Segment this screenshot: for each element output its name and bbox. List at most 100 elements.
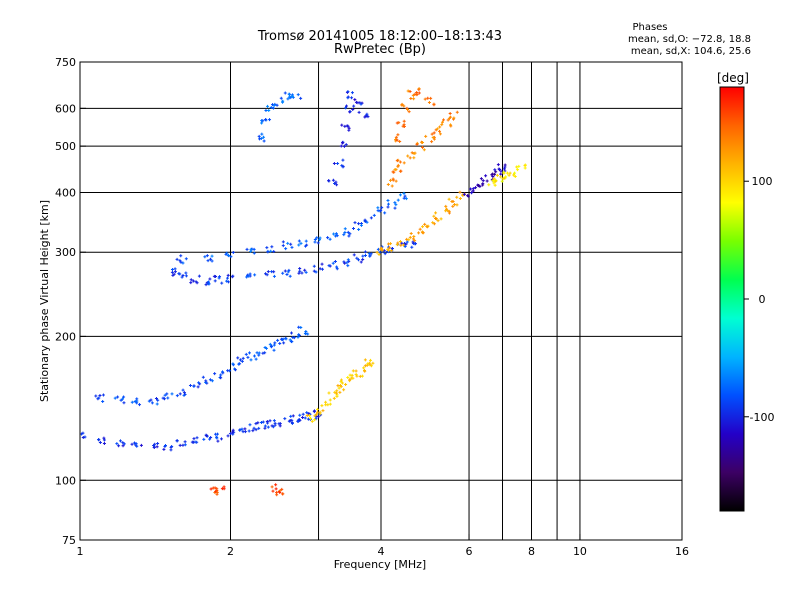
data-point <box>380 206 384 210</box>
data-point <box>313 418 317 422</box>
data-point <box>133 399 137 403</box>
data-point <box>201 375 205 379</box>
data-point <box>118 439 122 443</box>
data-point <box>298 266 302 270</box>
data-point <box>410 151 414 155</box>
data-point <box>260 121 264 125</box>
data-point <box>290 245 294 249</box>
data-point <box>343 231 347 235</box>
data-point <box>210 379 214 383</box>
data-point <box>334 180 338 184</box>
data-point <box>231 251 235 255</box>
data-point <box>249 358 253 362</box>
data-point <box>346 264 350 268</box>
data-point <box>264 346 268 350</box>
data-point <box>344 106 348 110</box>
trace-vert-orange-4 <box>394 87 436 143</box>
data-point <box>409 232 413 236</box>
data-point <box>75 437 78 440</box>
data-point <box>328 398 332 402</box>
data-point <box>492 177 496 181</box>
data-point <box>434 211 438 215</box>
data-point <box>363 253 367 257</box>
data-point <box>215 490 219 494</box>
data-point <box>289 339 293 343</box>
data-point <box>264 109 268 113</box>
data-point <box>332 232 336 236</box>
data-point <box>469 187 473 191</box>
data-point <box>346 376 350 380</box>
data-point <box>354 369 358 373</box>
data-point <box>314 412 318 416</box>
data-point <box>342 144 346 148</box>
data-point <box>155 445 159 449</box>
data-point <box>359 102 363 106</box>
data-point <box>357 227 361 231</box>
data-point <box>402 196 406 200</box>
data-point <box>272 274 276 278</box>
data-point <box>304 239 308 243</box>
data-point <box>130 400 134 404</box>
data-point <box>400 103 404 107</box>
data-point <box>286 270 290 274</box>
data-point <box>272 419 276 423</box>
data-point <box>202 437 206 441</box>
data-point <box>265 246 269 250</box>
data-point <box>432 137 436 141</box>
data-point <box>413 239 417 243</box>
data-point <box>178 259 182 263</box>
colorbar-tick-label: 0 <box>759 293 766 306</box>
data-point <box>257 351 261 355</box>
data-point <box>365 112 369 116</box>
data-point <box>507 173 511 177</box>
data-point <box>272 348 276 352</box>
data-point <box>403 194 407 198</box>
data-point <box>444 209 448 213</box>
data-point <box>272 250 276 254</box>
data-point <box>286 241 290 245</box>
data-point <box>210 259 214 263</box>
data-point <box>432 131 436 135</box>
data-point <box>404 242 408 246</box>
data-point <box>446 118 450 122</box>
data-point <box>424 134 428 138</box>
trace-o-trace-band <box>94 325 310 407</box>
data-point <box>408 235 412 239</box>
data-point <box>184 257 188 261</box>
data-point <box>303 268 307 272</box>
data-point <box>499 175 503 179</box>
data-point <box>399 243 403 247</box>
data-point <box>210 254 214 258</box>
data-point <box>261 351 265 355</box>
data-point <box>212 274 216 278</box>
data-point <box>217 276 221 280</box>
data-point <box>271 106 275 110</box>
data-point <box>398 169 402 173</box>
data-point <box>396 165 400 169</box>
data-point <box>376 206 380 210</box>
data-point <box>296 335 300 339</box>
data-point <box>257 134 261 138</box>
data-point <box>491 174 495 178</box>
data-point <box>495 173 499 177</box>
data-point <box>378 250 382 254</box>
data-point <box>402 161 406 165</box>
data-point <box>350 91 354 95</box>
data-point <box>226 369 230 373</box>
data-point <box>393 168 397 172</box>
data-point <box>184 271 188 275</box>
data-point <box>264 118 268 122</box>
data-point <box>247 351 251 355</box>
data-point <box>101 393 105 397</box>
data-point <box>352 104 356 108</box>
data-point <box>447 197 451 201</box>
data-point <box>452 116 456 120</box>
data-point <box>215 432 219 436</box>
data-point <box>347 128 351 132</box>
data-point <box>432 214 436 218</box>
data-point <box>503 165 507 169</box>
trace-cluster-7-yellow <box>487 163 527 187</box>
data-point <box>231 362 235 366</box>
data-point <box>386 182 390 186</box>
data-point <box>491 178 495 182</box>
